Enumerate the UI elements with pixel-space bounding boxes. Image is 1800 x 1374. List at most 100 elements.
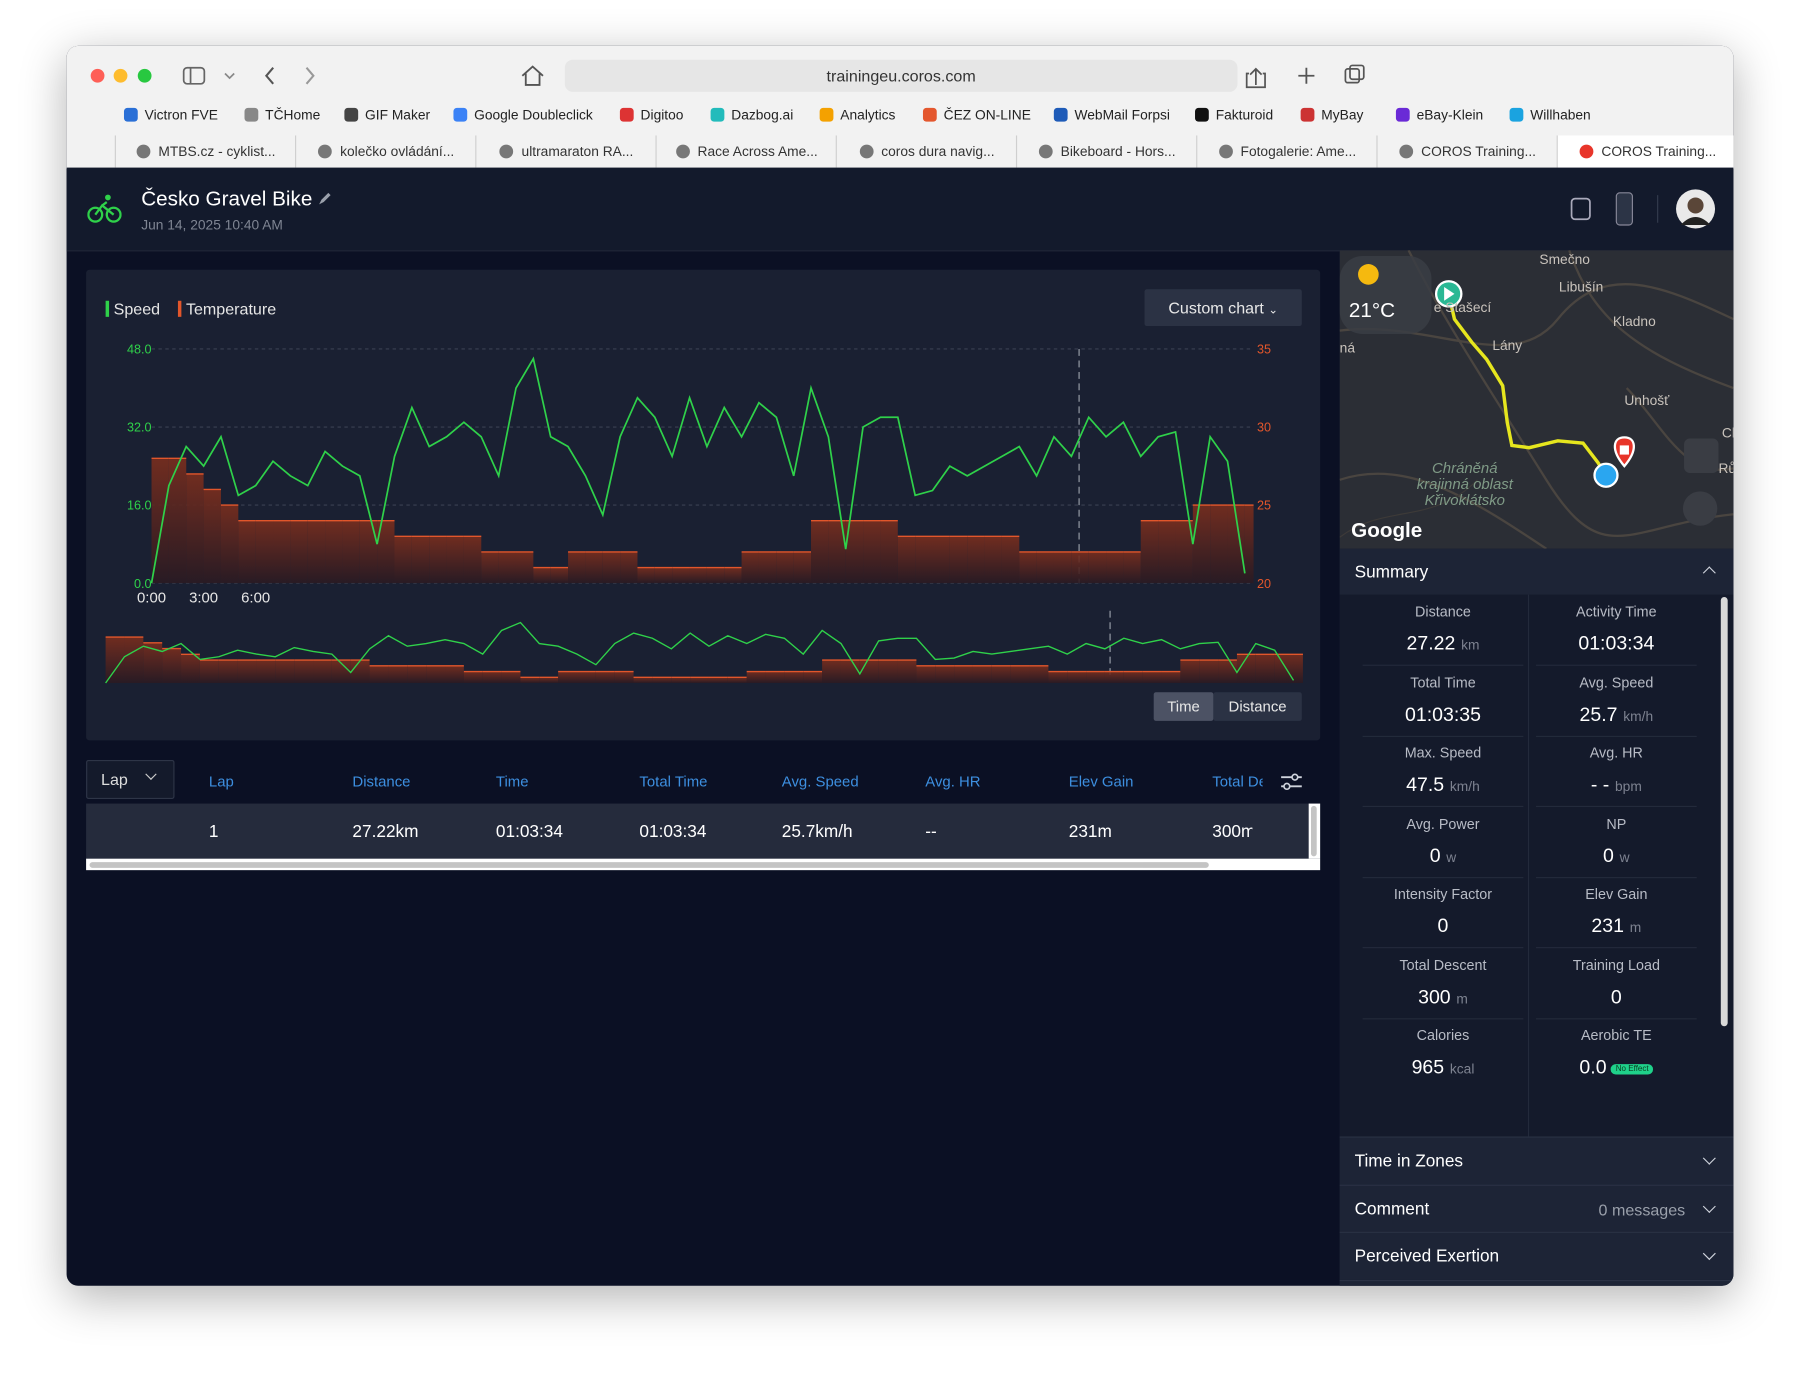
map[interactable]: 21°CSmečnoLibušíne StašecíLányKladnoUnho… [1340, 250, 1734, 548]
collapsible-section[interactable]: Training Log [1340, 1279, 1734, 1285]
v-scrollbar[interactable] [1309, 804, 1320, 859]
summary-label: Calories [1357, 1027, 1529, 1043]
h-scrollbar[interactable] [86, 859, 1320, 870]
temperature-step [1245, 505, 1254, 583]
bookmark[interactable]: ČEZ ON-LINE [923, 107, 1031, 123]
bookmark[interactable]: eBay-Klein [1396, 107, 1483, 123]
address-bar[interactable]: trainingeu.coros.com [565, 60, 1238, 92]
tab[interactable]: COROS Training... [1557, 135, 1734, 167]
tabs-button-back [1350, 65, 1364, 79]
close-button[interactable] [91, 69, 105, 83]
new-tab-button[interactable] [1298, 68, 1314, 84]
overview-temperature-step [426, 666, 445, 683]
bookmark[interactable]: Willhaben [1510, 107, 1591, 123]
temperature-step [933, 536, 950, 583]
overview-temperature-step [898, 660, 917, 683]
tab[interactable]: COROS Training... [1376, 135, 1557, 167]
temperature-step [204, 489, 221, 583]
bookmark[interactable]: Victron FVE [124, 107, 218, 123]
tab[interactable]: MTBS.cz - cyklist... [115, 135, 296, 167]
temperature-step [1106, 552, 1123, 583]
overview-temperature-step [219, 660, 238, 683]
zoom-button[interactable] [138, 69, 152, 83]
overview-temperature-step [445, 666, 464, 683]
browser-window: trainingeu.coros.com Victron FVE TČHome GI… [67, 46, 1734, 1286]
summary-header[interactable]: Summary [1340, 549, 1734, 595]
device-button[interactable] [1616, 193, 1632, 225]
back-button[interactable] [266, 68, 273, 84]
summary-value: 231m [1530, 915, 1702, 938]
legend-swatch [106, 301, 109, 317]
summary-number: 0 [1430, 844, 1441, 866]
temperature-step [776, 552, 793, 583]
summary-unit: km [1461, 637, 1479, 653]
overview-temperature-step [351, 660, 370, 683]
summary-title: Summary [1355, 563, 1429, 583]
place-label: Kladno [1613, 314, 1656, 329]
bookmark-icon [124, 108, 138, 122]
overview-temperature-step [1143, 672, 1162, 683]
collapsible-section[interactable]: Comment0 messages [1340, 1184, 1734, 1232]
summary-unit: m [1456, 990, 1467, 1006]
tab[interactable]: Race Across Ame... [655, 135, 836, 167]
bookmark[interactable]: GIF Maker [344, 107, 430, 123]
overview-temperature-step [992, 666, 1011, 683]
h-scroll-thumb[interactable] [90, 862, 1209, 868]
temperature-step [985, 536, 1002, 583]
tab[interactable]: kolečko ovládání... [295, 135, 476, 167]
tabs-button[interactable] [1345, 69, 1359, 83]
column-settings[interactable] [1279, 771, 1304, 792]
fullscreen-button[interactable] [1684, 439, 1718, 473]
overview-temperature-step [1086, 672, 1105, 683]
bookmark[interactable]: Analytics [820, 107, 896, 123]
overview-temperature-step [879, 660, 898, 683]
area-label: Křivoklátsko [1425, 492, 1505, 509]
layers-button[interactable] [1683, 491, 1717, 525]
collapsible-section[interactable]: Time in Zones [1340, 1136, 1734, 1184]
tab[interactable]: coros dura navig... [836, 135, 1017, 167]
distance-toggle[interactable]: Distance [1213, 692, 1301, 721]
bookmark[interactable]: TČHome [245, 107, 321, 123]
sync-button[interactable] [1572, 199, 1590, 220]
tab[interactable]: Bikeboard - Hors... [1016, 135, 1197, 167]
edit-icon[interactable] [317, 191, 333, 207]
temperature-step [1141, 521, 1158, 583]
temperature-step [464, 536, 481, 583]
tab-icon [1399, 145, 1413, 159]
minimize-button[interactable] [114, 69, 128, 83]
summary-scrollbar[interactable] [1721, 597, 1728, 1026]
tab[interactable]: Fotogalerie: Ame... [1196, 135, 1377, 167]
tab[interactable]: ultramaraton RA... [475, 135, 656, 167]
section-title: Perceived Exertion [1355, 1247, 1500, 1267]
summary-label: Training Load [1530, 957, 1702, 973]
area-label: Chráněná [1432, 460, 1497, 477]
share-button[interactable] [1247, 69, 1265, 87]
tab-icon [1219, 145, 1233, 159]
summary-divider [1363, 806, 1524, 807]
bookmark[interactable]: Fakturoid [1195, 107, 1273, 123]
home-button[interactable] [522, 67, 543, 85]
bookmark-icon [620, 108, 634, 122]
sidebar-icon[interactable] [184, 68, 205, 84]
lap-selector[interactable]: Lap [86, 760, 174, 799]
temperature-step [1071, 552, 1088, 583]
bookmark[interactable]: Google Doubleclick [453, 107, 592, 123]
collapsible-section[interactable]: Perceived Exertion [1340, 1232, 1734, 1280]
bookmark[interactable]: Dazbog.ai [711, 107, 794, 123]
bookmark[interactable]: MyBay [1301, 107, 1364, 123]
summary-divider [1363, 665, 1524, 666]
temperature-step [672, 568, 689, 584]
overview-temperature-step [464, 672, 483, 683]
temperature-step [568, 552, 585, 583]
overview-temperature-step [1294, 654, 1303, 683]
lap-selector-label: Lap [101, 770, 128, 788]
summary-grid: Distance27.22kmActivity Time01:03:34Tota… [1340, 595, 1734, 1137]
summary-label: NP [1530, 816, 1702, 832]
bookmark[interactable]: Digitoo [620, 107, 684, 123]
custom-chart-button[interactable]: Custom chart ⌄ [1145, 289, 1302, 326]
time-toggle[interactable]: Time [1154, 692, 1214, 721]
forward-button[interactable] [307, 68, 314, 84]
v-scroll-thumb[interactable] [1311, 806, 1317, 857]
bookmark[interactable]: WebMail Forpsi [1054, 107, 1170, 123]
dropdown-icon[interactable] [225, 73, 234, 78]
